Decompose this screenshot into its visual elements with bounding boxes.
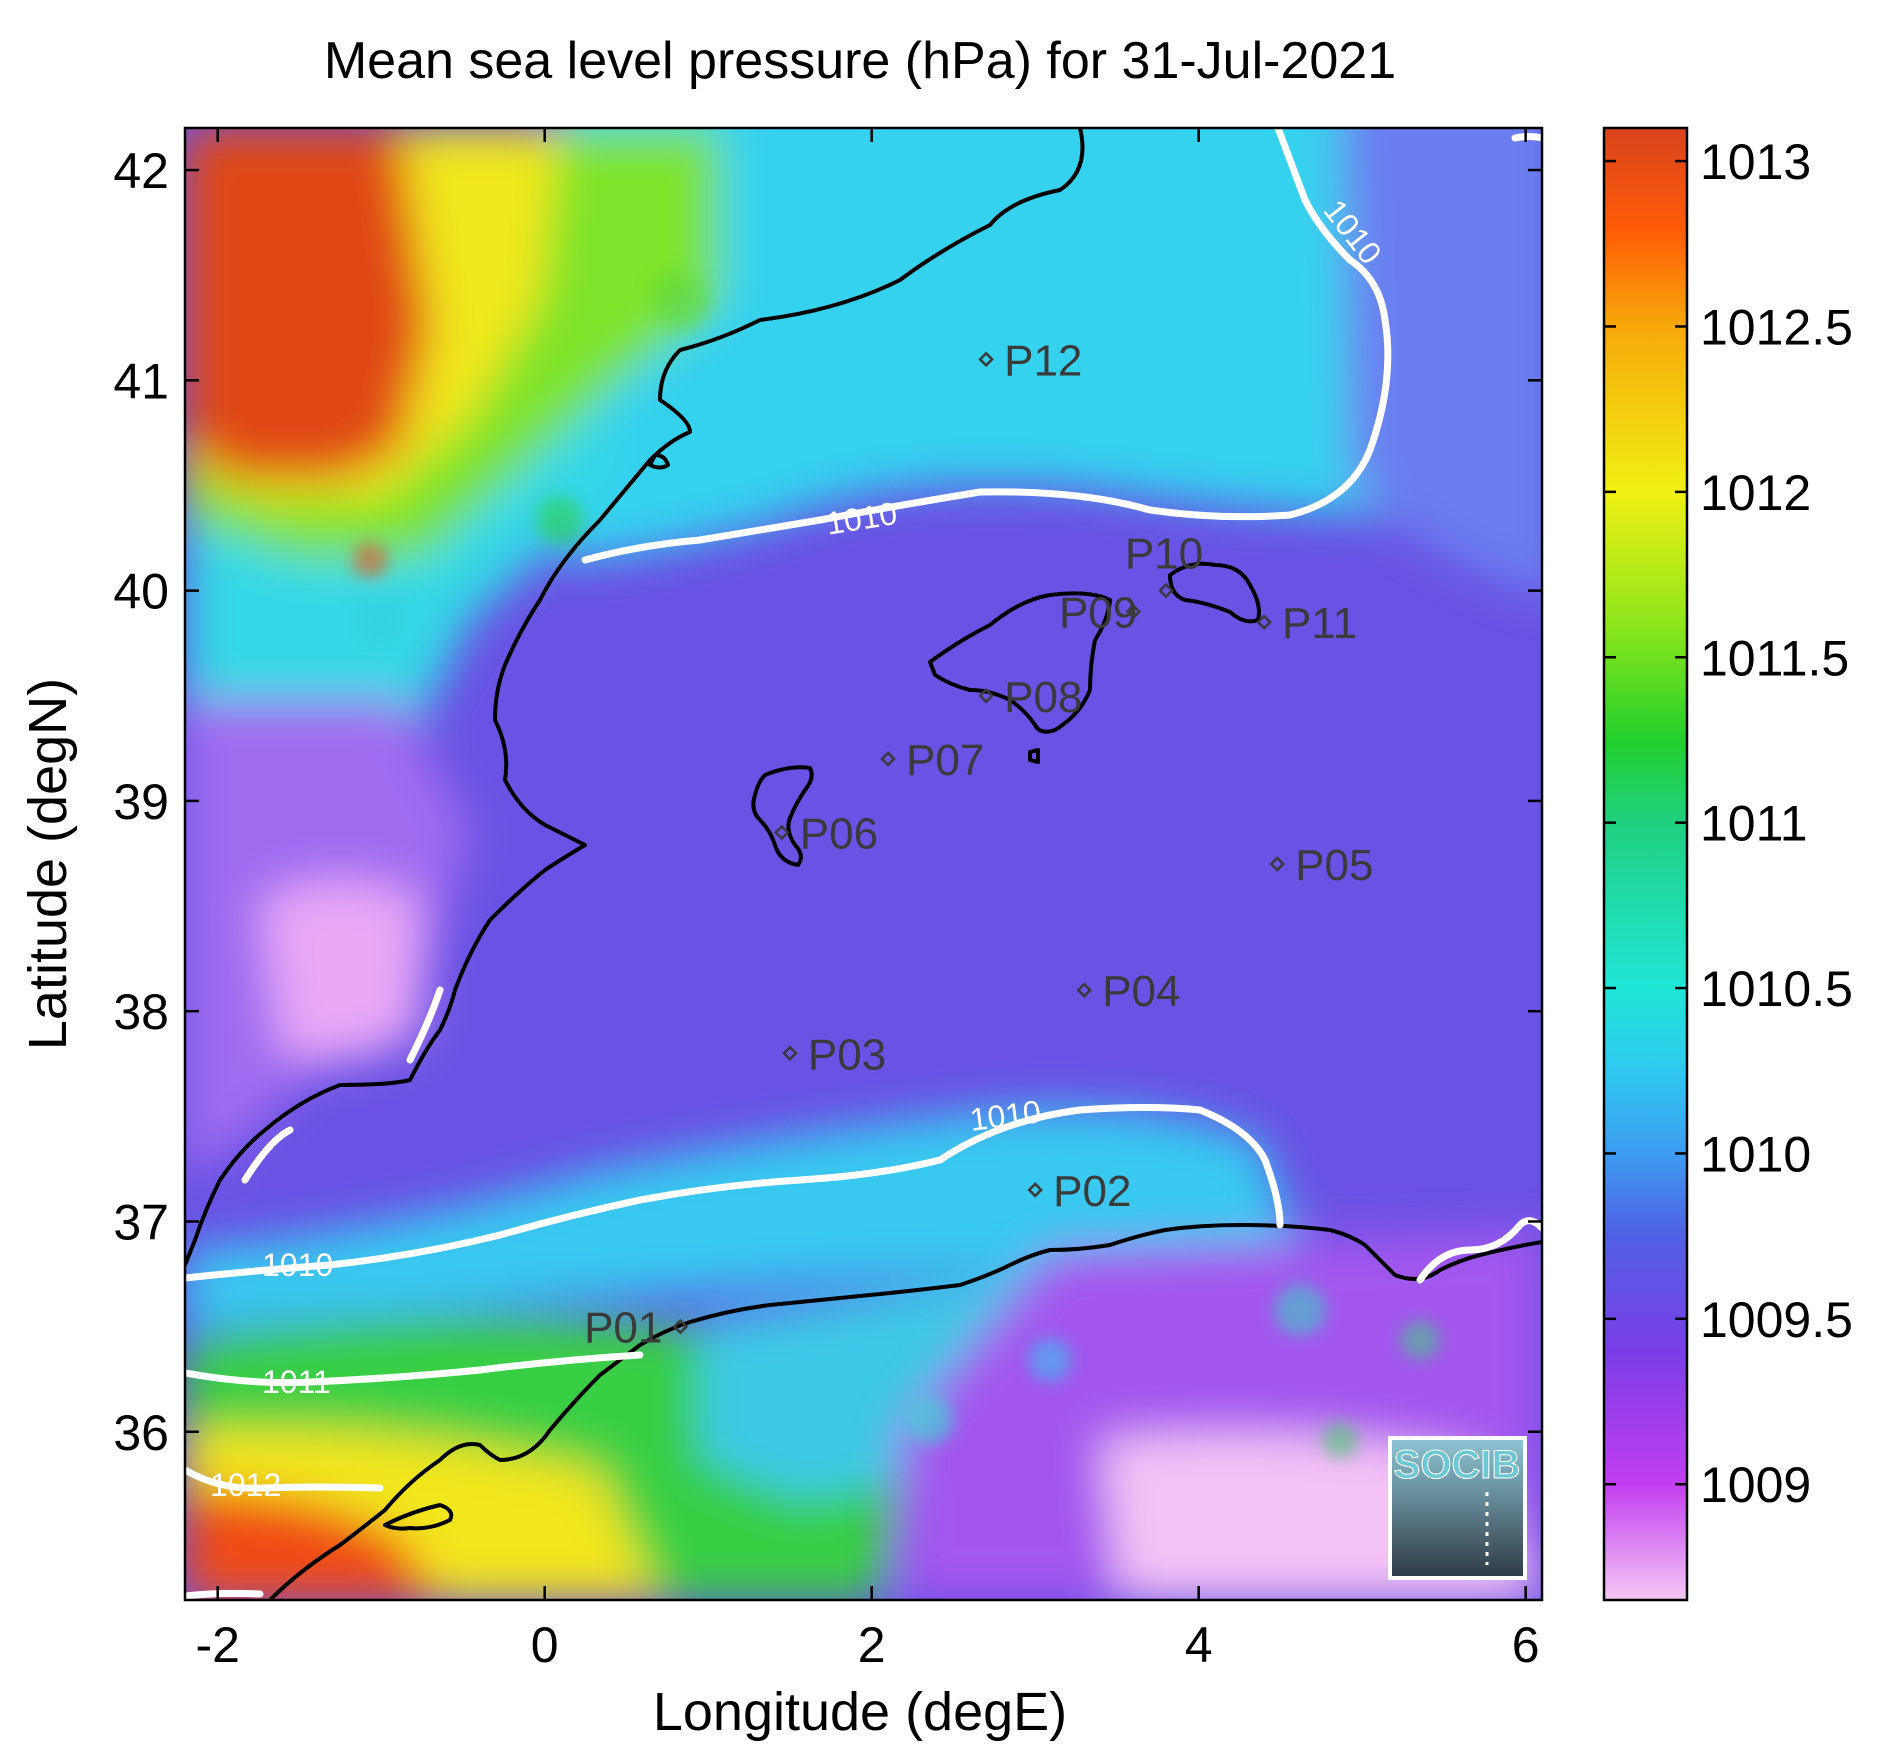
y-tick-label: 37: [113, 1194, 169, 1250]
field-texture: [352, 270, 1440, 1458]
colorbar-tick-label: 1010.5: [1700, 961, 1853, 1017]
station-marker-p01: [672, 1318, 689, 1335]
x-tick-label: -2: [195, 1617, 239, 1673]
station-marker-p08: [978, 688, 994, 704]
field-iberia-pink: [260, 880, 420, 1062]
station-marker-p07: [880, 751, 896, 767]
station-marker-p04: [1076, 982, 1092, 998]
y-tick-label: 41: [113, 353, 169, 409]
y-axis: 36 37 38 39 40 41 42: [113, 143, 1542, 1461]
x-tick-label: 6: [1512, 1617, 1540, 1673]
station-marker-p09: [1125, 603, 1142, 620]
station-marker-p03: [782, 1045, 798, 1062]
x-axis-label: Longitude (degE): [653, 1682, 1067, 1742]
contour-lines: [185, 128, 1542, 1600]
cabrera-coastline: [1028, 748, 1040, 764]
colorbar-tick-label: 1012.5: [1700, 299, 1853, 355]
mallorca-coastline: [928, 591, 1112, 734]
colorbar: 1009 1009.5 1010 1010.5 1011 1011.5 1012 1012.5…: [1602, 126, 1853, 1602]
y-axis-label: Latitude (degN): [18, 678, 78, 1050]
contour-1010-north: [581, 128, 1392, 564]
colorbar-ticks: 1009 1009.5 1010 1010.5 1011 1011.5 1012 1012.5…: [1604, 134, 1853, 1513]
contour-1012: [185, 1466, 384, 1492]
socib-logo-text: SOCIB: [1394, 1443, 1521, 1487]
y-tick-label: 38: [113, 984, 169, 1040]
x-tick-label: 2: [858, 1617, 886, 1673]
y-tick-label: 39: [113, 774, 169, 830]
contour-label-1012: 1012: [210, 1467, 281, 1503]
station-label-p02: P02: [1053, 1167, 1131, 1216]
x-axis: -2 0 2 4 6: [195, 128, 1540, 1673]
field-iberia-red: [185, 128, 430, 480]
y-tick-label: 40: [113, 564, 169, 620]
y-tick-label: 42: [113, 143, 169, 199]
contour-1010-iberia: [241, 986, 444, 1184]
station-label-p12: P12: [1004, 336, 1082, 385]
station-marker-p06: [773, 824, 790, 841]
socib-logo: SOCIB: [1388, 1436, 1527, 1580]
contour-1012-bottom: [185, 1589, 264, 1600]
station-marker-p05: [1269, 856, 1285, 872]
station-marker-p11: [1256, 614, 1272, 630]
contour-label-1010-west: 1010: [262, 1247, 333, 1283]
alboran-island-coastline: [383, 1503, 454, 1531]
station-label-p01: P01: [584, 1304, 662, 1353]
x-tick-label: 0: [531, 1617, 559, 1673]
contour-label-1010-south: 1010: [968, 1093, 1043, 1137]
station-marker-p12: [978, 351, 994, 368]
colorbar-tick-label: 1010: [1700, 1126, 1811, 1182]
field-africa-red: [185, 1490, 440, 1600]
station-label-p06: P06: [800, 809, 878, 858]
plot-area: 1010 1010 1010 1010 1011 1012 P01P02P03P…: [185, 128, 1542, 1600]
y-tick-label: 36: [113, 1405, 169, 1461]
plot-frame: [183, 126, 1544, 1602]
colorbar-gradient: [1602, 126, 1689, 1602]
field-northeast-blue: [1341, 128, 1542, 595]
station-label-p10: P10: [1125, 530, 1203, 579]
colorbar-tick-label: 1012: [1700, 465, 1811, 521]
station-markers: P01 P02 P03 P04 P05 P06 P07 P08 P09 P10 P11 P12: [584, 336, 1373, 1352]
field-south-sea-band: [185, 1108, 1300, 1330]
station-label-p08: P08: [1004, 673, 1082, 722]
colorbar-tick-label: 1009: [1700, 1457, 1811, 1513]
station-label-p04: P04: [1102, 967, 1180, 1016]
field-north-sea-band: [560, 128, 1542, 560]
station-label-p03: P03: [808, 1030, 886, 1079]
contour-label-1011: 1011: [262, 1364, 331, 1400]
ibiza-coastline: [751, 765, 814, 867]
x-tick-label: 4: [1185, 1617, 1213, 1673]
colorbar-tick-label: 1011.5: [1700, 630, 1849, 686]
menorca-coastline: [1168, 561, 1261, 624]
coastlines: [185, 128, 1542, 1600]
colorbar-tick-label: 1013: [1700, 134, 1811, 190]
station-marker-p02: [1027, 1182, 1043, 1198]
station-marker-p10: [1158, 582, 1174, 599]
station-label-p05: P05: [1295, 841, 1373, 890]
station-label-p09: P09: [1059, 589, 1137, 638]
iberian-coastline: [185, 128, 1085, 1266]
colorbar-tick-label: 1009.5: [1700, 1292, 1853, 1348]
contour-1010-south: [185, 1104, 1284, 1282]
station-label-p07: P07: [906, 736, 984, 785]
contour-1011: [185, 1351, 644, 1387]
contour-1010-northeast: [1511, 133, 1542, 142]
colorbar-tick-label: 1011: [1700, 796, 1808, 852]
chart-title: Mean sea level pressure (hPa) for 31-Jul…: [324, 32, 1396, 90]
north-african-coastline: [268, 1223, 1542, 1600]
ebro-delta-coastline: [648, 453, 670, 470]
station-label-p11: P11: [1282, 599, 1357, 648]
